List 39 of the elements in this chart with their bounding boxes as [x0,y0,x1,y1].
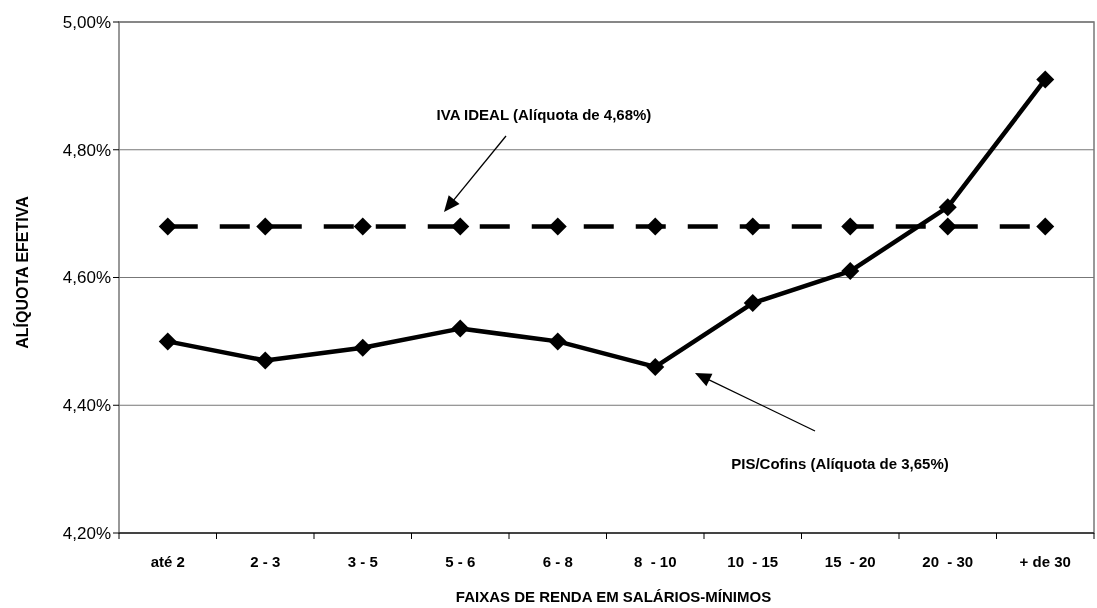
x-tick-label: + de 30 [1019,553,1071,570]
point [938,198,957,217]
annotation: PIS/Cofins (Alíquota de 3,65%) [731,455,949,472]
point [841,262,860,281]
x-tick-label: 5 - 6 [445,553,476,570]
annotation: IVA IDEAL (Alíquota de 4,68%) [436,106,652,123]
point [646,357,665,376]
point [1036,217,1055,236]
point [743,294,762,313]
point [158,332,177,351]
x-tick-label: 3 - 5 [347,553,378,570]
x-tick-label: 15 - 20 [824,553,876,570]
y-tick-label: 4,60% [62,268,111,288]
point [646,217,665,236]
y-tick-label: 5,00% [62,12,111,32]
point [451,319,470,338]
y-axis-title: ALÍQUOTA EFETIVA [12,195,31,349]
point [451,217,470,236]
point [158,217,177,236]
x-axis-title: FAIXAS DE RENDA EM SALÁRIOS-MÍNIMOS [455,588,772,605]
x-tick-label: 20 - 30 [922,553,974,570]
point [938,217,957,236]
point [256,351,275,370]
x-tick-label: 6 - 8 [542,553,573,570]
point [548,217,567,236]
y-tick-label: 4,20% [62,523,111,543]
y-tick-label: 4,40% [62,396,111,416]
point [353,338,372,357]
point [256,217,275,236]
point [743,217,762,236]
point [353,217,372,236]
point [841,217,860,236]
x-tick-label: até 2 [150,553,185,570]
x-tick-label: 8 - 10 [633,553,677,570]
point [1036,70,1055,89]
point [548,332,567,351]
x-tick-label: 2 - 3 [250,553,281,570]
x-tick-label: 10 - 15 [727,553,779,570]
y-tick-label: 4,80% [62,140,111,160]
